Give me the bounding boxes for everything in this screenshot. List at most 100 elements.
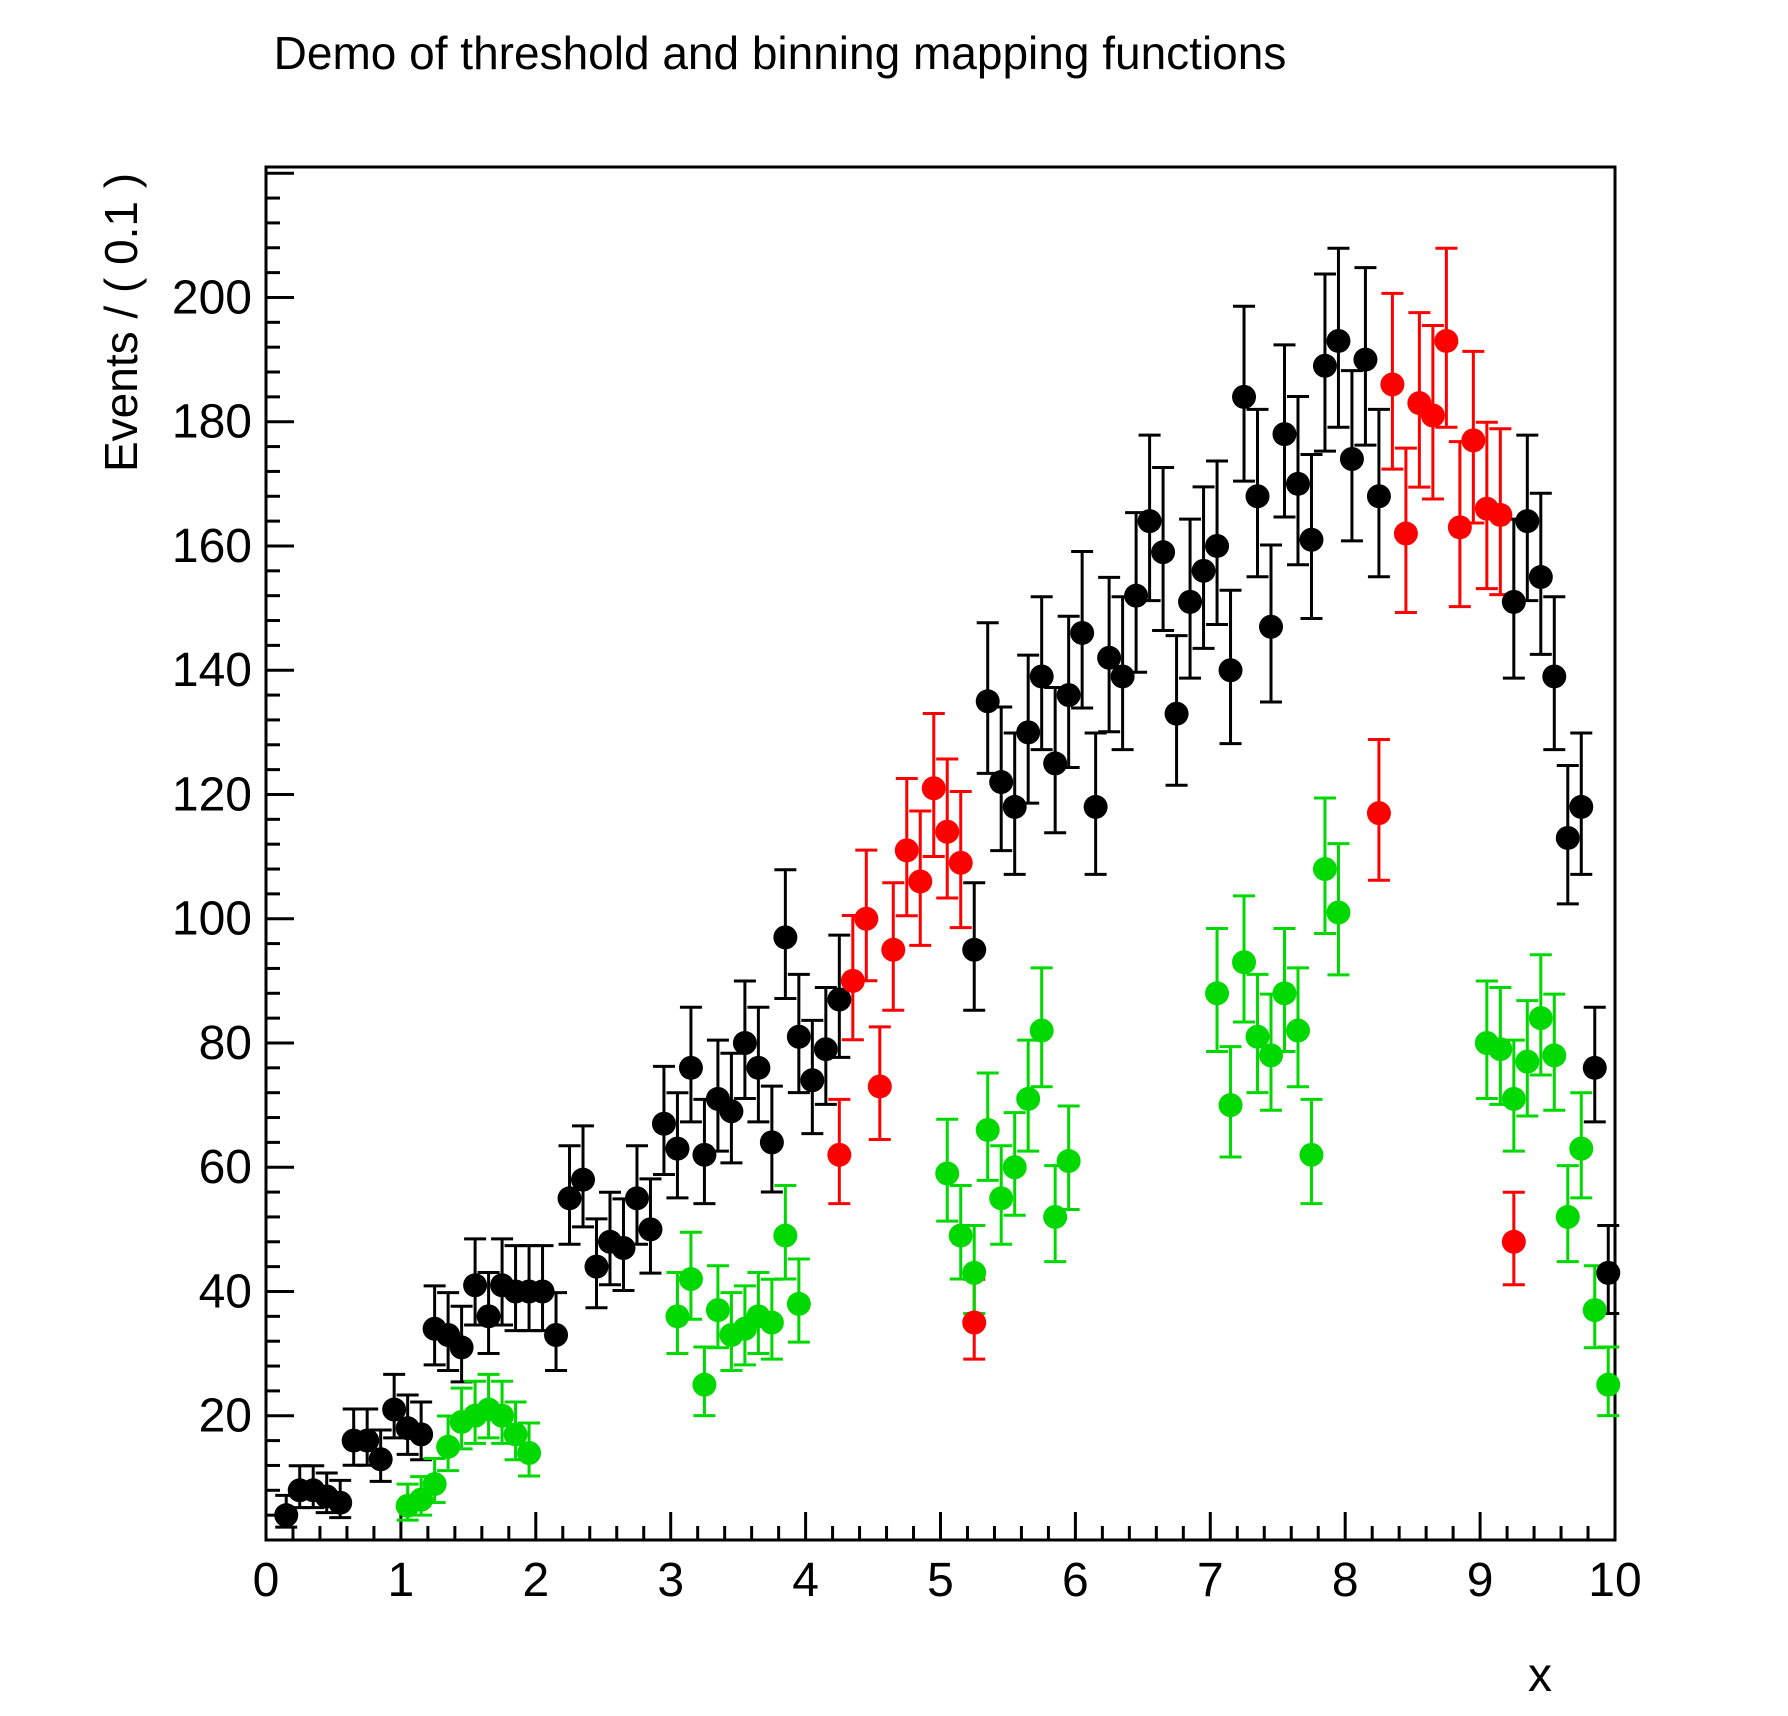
data-point <box>1016 720 1041 745</box>
data-point <box>1205 981 1230 1006</box>
data-point <box>422 1472 447 1497</box>
data-point <box>1151 540 1176 565</box>
data-point <box>962 937 987 962</box>
data-point <box>1420 403 1445 428</box>
data-point <box>409 1487 434 1512</box>
data-point <box>1029 1018 1054 1043</box>
data-point <box>1245 484 1270 509</box>
data-point <box>557 1186 582 1211</box>
data-point <box>1016 1086 1041 1111</box>
data-point <box>1285 1018 1310 1043</box>
data-point <box>1029 664 1054 689</box>
data-point <box>463 1273 488 1298</box>
data-point <box>1528 1006 1553 1031</box>
data-point <box>773 1223 798 1248</box>
data-point <box>638 1217 663 1242</box>
data-point <box>854 906 879 931</box>
data-point <box>1380 372 1405 397</box>
data-point <box>611 1236 636 1261</box>
data-point <box>1232 384 1257 409</box>
data-point <box>1043 751 1068 776</box>
data-point <box>274 1503 299 1528</box>
data-point <box>1434 328 1459 353</box>
data-point <box>1515 509 1540 534</box>
data-point <box>948 850 973 875</box>
data-point <box>1461 428 1486 453</box>
data-point <box>1339 446 1364 471</box>
y-tick-label: 120 <box>172 768 252 821</box>
data-point <box>1555 1204 1580 1229</box>
data-point <box>989 770 1014 795</box>
data-point <box>1515 1049 1540 1074</box>
data-point <box>1218 1093 1243 1118</box>
x-tick-label: 5 <box>927 1554 954 1607</box>
data-point <box>1056 683 1081 708</box>
data-point <box>921 776 946 801</box>
y-tick-label: 200 <box>172 271 252 324</box>
data-point <box>1137 509 1162 534</box>
data-point <box>436 1434 461 1459</box>
data-point <box>1542 1043 1567 1068</box>
data-point <box>1299 527 1324 552</box>
y-tick-label: 160 <box>172 520 252 573</box>
data-point <box>1002 794 1027 819</box>
data-point <box>1501 1229 1526 1254</box>
y-tick-label: 80 <box>199 1017 252 1070</box>
x-tick-label: 4 <box>792 1554 819 1607</box>
data-point <box>935 1161 960 1186</box>
data-point <box>665 1136 690 1161</box>
data-point <box>1326 900 1351 925</box>
data-point <box>786 1291 811 1316</box>
data-point <box>1542 664 1567 689</box>
plot-frame <box>264 165 1617 1542</box>
x-tick-label: 9 <box>1467 1554 1494 1607</box>
data-point <box>1272 981 1297 1006</box>
data-point <box>1501 589 1526 614</box>
data-point <box>584 1254 609 1279</box>
data-point <box>759 1310 784 1335</box>
data-point <box>1555 825 1580 850</box>
data-point <box>678 1055 703 1080</box>
data-point <box>759 1130 784 1155</box>
data-point <box>1002 1155 1027 1180</box>
data-point <box>1259 614 1284 639</box>
data-point <box>1312 353 1337 378</box>
data-point <box>678 1267 703 1292</box>
data-point <box>1569 1136 1594 1161</box>
data-point <box>355 1428 380 1453</box>
data-point <box>1582 1298 1607 1323</box>
data-point <box>1259 1043 1284 1068</box>
data-point <box>503 1422 528 1447</box>
data-point <box>624 1186 649 1211</box>
data-point <box>1488 502 1513 527</box>
data-point <box>1191 558 1216 583</box>
data-point <box>1272 422 1297 447</box>
data-point <box>1596 1372 1621 1397</box>
data-point <box>368 1447 393 1472</box>
data-point <box>786 1024 811 1049</box>
data-point <box>773 925 798 950</box>
data-point <box>692 1372 717 1397</box>
data-point <box>1205 533 1230 558</box>
data-point <box>1285 471 1310 496</box>
y-tick-label: 180 <box>172 396 252 449</box>
data-point <box>1366 801 1391 826</box>
data-point <box>530 1279 555 1304</box>
x-tick-label: 6 <box>1062 1554 1089 1607</box>
plot-title: Demo of threshold and binning mapping fu… <box>273 27 1287 79</box>
data-point <box>665 1304 690 1329</box>
data-point <box>827 1142 852 1167</box>
x-axis-title: x <box>1528 1649 1552 1702</box>
data-point <box>651 1111 676 1136</box>
data-point <box>813 1037 838 1062</box>
data-point <box>1218 658 1243 683</box>
y-tick-label: 140 <box>172 644 252 697</box>
data-point <box>1501 1086 1526 1111</box>
x-tick-label: 7 <box>1197 1554 1224 1607</box>
data-point <box>1488 1037 1513 1062</box>
data-point <box>1124 583 1149 608</box>
data-point <box>948 1223 973 1248</box>
data-point <box>382 1397 407 1422</box>
